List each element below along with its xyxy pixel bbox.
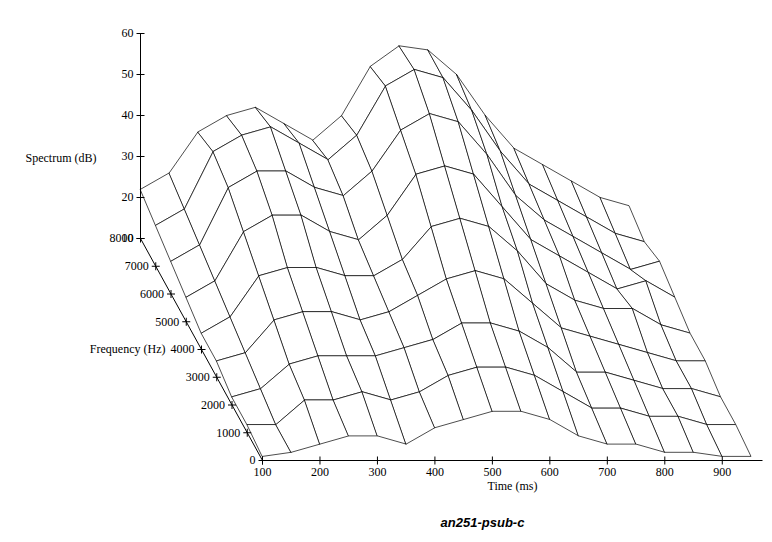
svg-text:200: 200 xyxy=(311,465,329,479)
svg-text:6000: 6000 xyxy=(140,287,164,301)
svg-text:Time (ms): Time (ms) xyxy=(488,479,538,493)
svg-text:8000: 8000 xyxy=(110,231,134,245)
svg-text:Spectrum (dB): Spectrum (dB) xyxy=(26,151,97,165)
svg-text:500: 500 xyxy=(483,465,501,479)
svg-text:800: 800 xyxy=(656,465,674,479)
svg-text:400: 400 xyxy=(426,465,444,479)
svg-text:60: 60 xyxy=(122,26,134,40)
svg-text:2000: 2000 xyxy=(201,398,225,412)
svg-text:0: 0 xyxy=(249,453,256,468)
svg-text:4000: 4000 xyxy=(171,342,195,356)
svg-text:100: 100 xyxy=(254,465,272,479)
svg-text:Frequency (Hz): Frequency (Hz) xyxy=(90,342,166,356)
svg-text:700: 700 xyxy=(598,465,616,479)
svg-text:1000: 1000 xyxy=(216,426,240,440)
svg-text:30: 30 xyxy=(122,149,134,163)
svg-text:50: 50 xyxy=(122,67,134,81)
svg-text:600: 600 xyxy=(541,465,559,479)
svg-text:3000: 3000 xyxy=(186,370,210,384)
svg-text:5000: 5000 xyxy=(155,315,179,329)
svg-text:an251-psub-c: an251-psub-c xyxy=(441,515,526,530)
svg-text:7000: 7000 xyxy=(125,259,149,273)
svg-text:40: 40 xyxy=(122,108,134,122)
svg-text:20: 20 xyxy=(122,190,134,204)
svg-text:300: 300 xyxy=(368,465,386,479)
svg-text:900: 900 xyxy=(713,465,731,479)
